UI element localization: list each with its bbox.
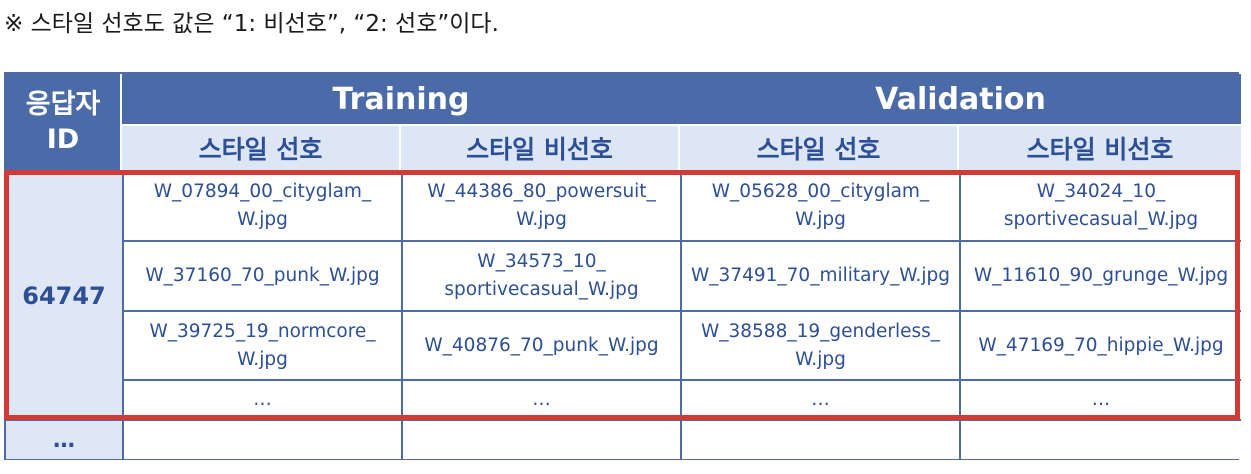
table-cell-empty — [959, 419, 1241, 459]
table-cell: W_34024_10_ sportivecasual_W.jpg — [959, 170, 1241, 240]
table-cell-empty — [122, 419, 401, 459]
table-cell-ellipsis: … — [401, 379, 680, 419]
table-cell: W_05628_00_cityglam_ W.jpg — [680, 170, 959, 240]
respondent-id-cell: 64747 — [6, 170, 122, 419]
respondent-id-header: 응답자 ID — [6, 74, 122, 170]
respondent-id-more: … — [6, 419, 122, 459]
respondent-id-header-line1: 응답자 — [25, 88, 101, 120]
table-cell: W_11610_90_grunge_W.jpg — [959, 240, 1241, 310]
table-cell: W_39725_19_normcore_ W.jpg — [122, 310, 401, 379]
training-preferred-header: 스타일 선호 — [122, 126, 401, 170]
table-cell: W_47169_70_hippie_W.jpg — [959, 310, 1241, 379]
training-nonpreferred-header: 스타일 비선호 — [401, 126, 680, 170]
table-cell-ellipsis: … — [122, 379, 401, 419]
table-cell: W_07894_00_cityglam_ W.jpg — [122, 170, 401, 240]
table-cell: W_37491_70_military_W.jpg — [680, 240, 959, 310]
validation-nonpreferred-header: 스타일 비선호 — [959, 126, 1241, 170]
table-cell: W_34573_10_ sportivecasual_W.jpg — [401, 240, 680, 310]
training-header: Training — [122, 74, 680, 126]
table-cell: W_37160_70_punk_W.jpg — [122, 240, 401, 310]
validation-header: Validation — [680, 74, 1241, 126]
table-cell: W_40876_70_punk_W.jpg — [401, 310, 680, 379]
table-cell: W_44386_80_powersuit_ W.jpg — [401, 170, 680, 240]
preference-table: 응답자 ID Training Validation 스타일 선호 스타일 비선… — [4, 72, 1241, 460]
table-cell-ellipsis: … — [680, 379, 959, 419]
table-cell-empty — [680, 419, 959, 459]
validation-preferred-header: 스타일 선호 — [680, 126, 959, 170]
respondent-id-header-line2: ID — [46, 124, 80, 155]
table-cell-ellipsis: … — [959, 379, 1241, 419]
table-cell-empty — [401, 419, 680, 459]
table-cell: W_38588_19_genderless_ W.jpg — [680, 310, 959, 379]
preference-note: ※ 스타일 선호도 값은 “1: 비선호”, “2: 선호”이다. — [4, 11, 499, 37]
